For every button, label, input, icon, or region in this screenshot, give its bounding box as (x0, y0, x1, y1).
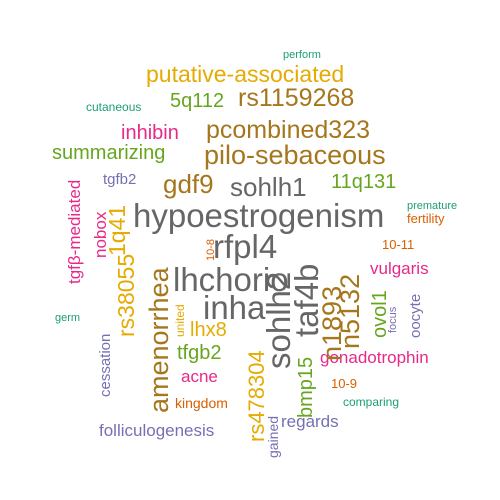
word-gained: gained (265, 415, 281, 458)
word-oocyte: oocyte (407, 293, 424, 338)
word-fertility: fertility (407, 211, 445, 226)
word-tgfb-mediated: tgfβ-mediated (65, 179, 84, 284)
word-kingdom: kingdom (175, 395, 228, 411)
word-inhibin: inhibin (121, 122, 179, 144)
word-sohlh1: sohlh1 (230, 172, 307, 202)
word-pcombined323: pcombined323 (206, 116, 371, 144)
word-vulgaris: vulgaris (370, 259, 429, 278)
word-tfgb2: tfgb2 (177, 342, 222, 364)
word-10-11: 10-11 (382, 237, 415, 252)
word-n5132: n5132 (335, 273, 365, 349)
word-acne: acne (181, 367, 218, 386)
word-10-8: 10-8 (205, 238, 217, 261)
word-1q41: 1q41 (104, 204, 130, 256)
word-hypoestrogenism: hypoestrogenism (133, 197, 385, 234)
word-lhchorio: lhchorio (173, 261, 289, 298)
word-inha: inha (203, 289, 266, 326)
word-united: united (173, 304, 187, 337)
word-comparing: comparing (343, 395, 400, 409)
word-perform: perform (283, 49, 321, 61)
word-5q112: 5q112 (170, 90, 225, 112)
word-regards: regards (281, 412, 339, 431)
word-summarizing: summarizing (52, 142, 166, 164)
word-rs38055: rs38055 (113, 253, 139, 337)
word-folliculogenesis: folliculogenesis (99, 421, 215, 440)
word-cutaneous: cutaneous (86, 100, 142, 114)
word-putative-associated: putative-associated (146, 61, 345, 87)
word-10-9: 10-9 (331, 376, 358, 391)
word-premature: premature (407, 200, 458, 212)
word-lhx8: lhx8 (190, 319, 227, 341)
word-11q131: 11q131 (331, 171, 397, 193)
word-rfpl4: rfpl4 (213, 228, 278, 265)
word-germ: germ (55, 312, 81, 324)
word-bmp15: bmp15 (295, 356, 317, 418)
word-tgfb2: tgfb2 (103, 171, 137, 188)
word-focus: focus (387, 306, 399, 333)
word-amenorrhea: amenorrhea (144, 267, 174, 413)
word-gdf9: gdf9 (163, 169, 214, 199)
word-pilo-sebaceous: pilo-sebaceous (204, 140, 386, 170)
word-gonadotrophin: gonadotrophin (320, 348, 429, 367)
word-cessation: cessation (97, 333, 114, 397)
word-rs1159268: rs1159268 (238, 84, 355, 112)
